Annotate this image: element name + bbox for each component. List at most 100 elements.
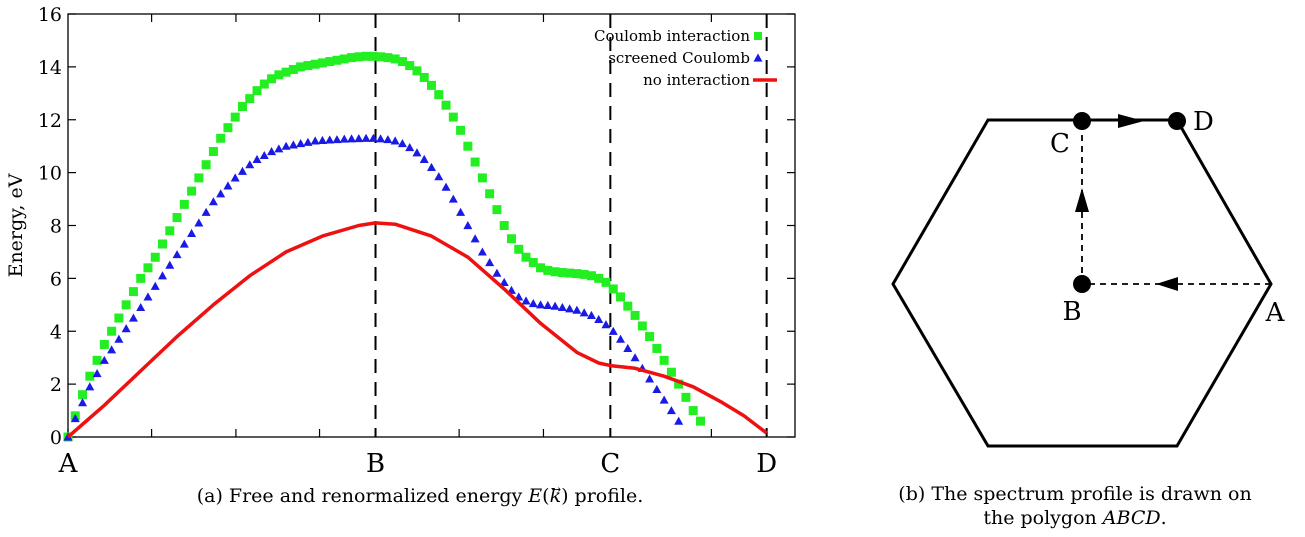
screened-coulomb-point (165, 260, 175, 269)
arrow-right-icon (1118, 114, 1144, 128)
screened-coulomb-point (543, 300, 553, 309)
coulomb-point (674, 379, 684, 389)
screened-coulomb-point (252, 154, 262, 164)
screened-coulomb-point (456, 207, 466, 216)
coulomb-point (230, 112, 240, 122)
screened-coulomb-point (594, 314, 604, 323)
screened-coulomb-point (136, 302, 146, 312)
coulomb-point (645, 332, 655, 342)
screened-coulomb-point (608, 326, 618, 335)
x-tick-label-D: D (756, 449, 777, 479)
coulomb-point (354, 52, 364, 62)
screened-coulomb-point (216, 189, 226, 198)
caption-b-line1: (b) The spectrum profile is drawn on (898, 483, 1252, 505)
coulomb-point (514, 244, 524, 254)
screened-coulomb-point (158, 271, 168, 280)
coulomb-point (179, 199, 189, 209)
coulomb-point (434, 90, 444, 100)
coulomb-point (427, 80, 436, 90)
screened-coulomb-point (427, 162, 436, 171)
coulomb-point (317, 58, 327, 68)
x-tick-label-B: B (366, 449, 385, 479)
screened-coulomb-point (405, 143, 415, 152)
legend-label: screened Coulomb (608, 49, 750, 67)
coulomb-point (194, 173, 204, 183)
coulomb-point (259, 79, 269, 89)
caption-a-suffix: profile. (568, 485, 644, 507)
coulomb-point (695, 416, 705, 426)
y-tick-label: 4 (50, 321, 62, 343)
legend-triangle-marker (753, 53, 763, 62)
screened-coulomb-point (332, 135, 342, 144)
coulomb-point (550, 267, 560, 277)
coulomb-point (216, 133, 226, 143)
coulomb-point (237, 102, 247, 112)
coulomb-point (332, 55, 342, 65)
screened-coulomb-point (463, 221, 473, 230)
coulomb-point (128, 287, 138, 297)
y-tick-label: 16 (38, 4, 62, 26)
y-tick-label: 12 (38, 110, 62, 132)
screened-coulomb-point (623, 343, 633, 353)
coulomb-point (681, 392, 691, 402)
coulomb-point (412, 66, 422, 76)
coulomb-point (485, 189, 495, 199)
series-no-interaction (66, 221, 768, 439)
y-tick-label: 6 (50, 268, 62, 290)
coulomb-point (361, 51, 371, 61)
screened-coulomb-point (187, 228, 197, 238)
screened-coulomb-point (659, 395, 669, 404)
coulomb-point (143, 263, 153, 273)
series-coulomb-interaction (63, 51, 705, 442)
coulomb-point (630, 310, 640, 320)
screened-coulomb-point (550, 301, 560, 310)
screened-coulomb-point (70, 413, 80, 423)
coulomb-point (601, 277, 611, 287)
screened-coulomb-point (296, 139, 306, 148)
caption-a: (a) Free and renormalized energy E(k⃗) p… (140, 484, 700, 508)
coulomb-point (521, 252, 531, 262)
chart-legend: Coulomb interaction screened Coulomb no in… (594, 27, 777, 89)
caption-b-line2-suffix: . (1160, 507, 1167, 529)
screened-coulomb-point (434, 172, 444, 181)
legend-label: no interaction (643, 71, 750, 89)
screened-coulomb-point (230, 173, 240, 182)
screened-coulomb-point (201, 207, 211, 216)
screened-coulomb-point (128, 313, 138, 322)
y-axis-label: Energy, eV (5, 173, 27, 277)
coulomb-point (172, 213, 182, 223)
point-c-label: C (1050, 129, 1070, 159)
coulomb-point (608, 284, 618, 294)
caption-b-polygon-name: ABCD (1102, 507, 1161, 529)
coulomb-point (528, 258, 538, 268)
screened-coulomb-point (499, 277, 509, 286)
coulomb-point (121, 300, 131, 310)
screened-coulomb-point (652, 384, 662, 394)
coulomb-point (688, 406, 698, 416)
coulomb-point (637, 321, 647, 331)
coulomb-point (274, 70, 284, 80)
screened-coulomb-point (412, 148, 422, 157)
y-tick-label: 0 (50, 427, 62, 449)
screened-coulomb-point (245, 160, 255, 169)
screened-coulomb-point (521, 296, 531, 305)
screened-coulomb-point (674, 416, 684, 425)
coulomb-point (78, 390, 88, 400)
coulomb-point (463, 141, 473, 151)
coulomb-point (441, 100, 451, 110)
coulomb-point (557, 268, 567, 278)
y-tick-label: 10 (38, 163, 62, 185)
screened-coulomb-point (347, 134, 357, 143)
caption-b: (b) The spectrum profile is drawn on the … (850, 482, 1300, 530)
coulomb-point (281, 67, 291, 77)
coulomb-point (303, 61, 313, 71)
coulomb-point (158, 239, 168, 249)
coulomb-point (586, 271, 596, 281)
screened-coulomb-point (579, 308, 589, 317)
screened-coulomb-point (441, 182, 451, 191)
screened-coulomb-point (194, 218, 204, 227)
screened-coulomb-point (376, 134, 386, 143)
screened-coulomb-point (259, 150, 269, 160)
point-b-label: B (1062, 297, 1081, 327)
coulomb-point (187, 186, 197, 196)
